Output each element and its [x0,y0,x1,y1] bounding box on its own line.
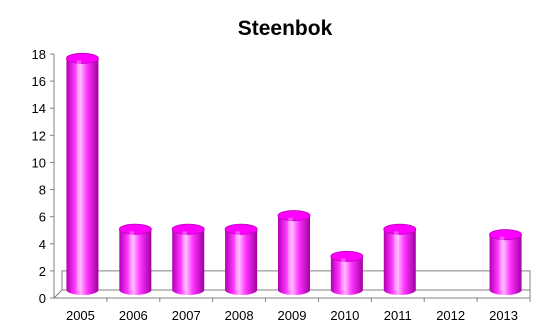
floor-edge [53,289,63,299]
bar-2007 [171,223,205,295]
tick-labels-group: 0 2 4 6 8 10 12 14 16 18 2005 2006 2007 2008 2009 2010 2… [32,47,518,323]
bar-highlight [235,231,240,290]
bar-top [224,223,258,235]
bar-base [330,285,363,295]
x-tick-label: 2005 [66,308,95,323]
bar-top [383,223,417,235]
y-tick-label: 10 [32,155,46,170]
bars-group [65,52,523,295]
bar-base [278,285,310,295]
bar-base [119,285,152,295]
bar-base [383,285,416,295]
x-tick-label: 2009 [278,308,307,323]
bar-body [383,229,416,290]
y-tick-label: 14 [32,101,46,116]
chart-title: Steenbok [238,17,333,40]
bar-body [66,58,99,290]
bar-2010 [330,250,364,295]
bar-body [278,215,310,290]
bar-highlight [129,231,135,290]
bar-top [171,223,205,235]
bar-top [277,210,311,222]
bar-body [119,229,152,290]
bar-highlight [394,231,399,290]
bar-top [330,250,364,262]
bar-body [330,256,363,290]
y-tick-label: 16 [32,74,46,89]
bar-2009 [277,210,311,295]
y-tick-label: 0 [39,291,46,306]
x-tick-label: 2010 [330,308,359,323]
bar-2011 [383,223,417,295]
bar-2013 [489,229,523,295]
bar-body [489,234,522,290]
x-tick-label: 2011 [384,308,412,323]
bar-top [118,223,152,235]
bar-body [172,229,205,290]
x-tick-label: 2012 [436,308,465,323]
bar-2006 [118,223,152,295]
chart-axes [50,53,531,302]
y-tick-label: 4 [39,237,46,252]
x-tick-label: 2007 [172,308,201,323]
y-tick-label: 18 [32,47,46,62]
bar-body [225,229,258,290]
y-tick-label: 6 [39,210,46,225]
bar-top [489,229,523,241]
y-tick-label: 8 [39,183,46,198]
x-tick-label: 2008 [225,308,254,323]
bar-highlight [288,217,293,290]
bar-2008 [224,223,258,295]
bar-top [65,52,99,64]
bar-base [225,285,258,295]
bar-base [489,285,522,295]
y-tick-label: 2 [39,264,46,279]
bar-highlight [182,231,187,290]
bar-highlight [341,258,346,290]
bar-base [172,285,205,295]
bar-highlight [499,236,505,290]
bar-2005 [65,52,99,295]
bar-base [66,285,99,295]
x-tick-label: 2006 [119,308,148,323]
x-tick-label: 2013 [489,308,518,323]
y-tick-label: 12 [32,128,46,143]
bar-highlight [76,60,82,290]
